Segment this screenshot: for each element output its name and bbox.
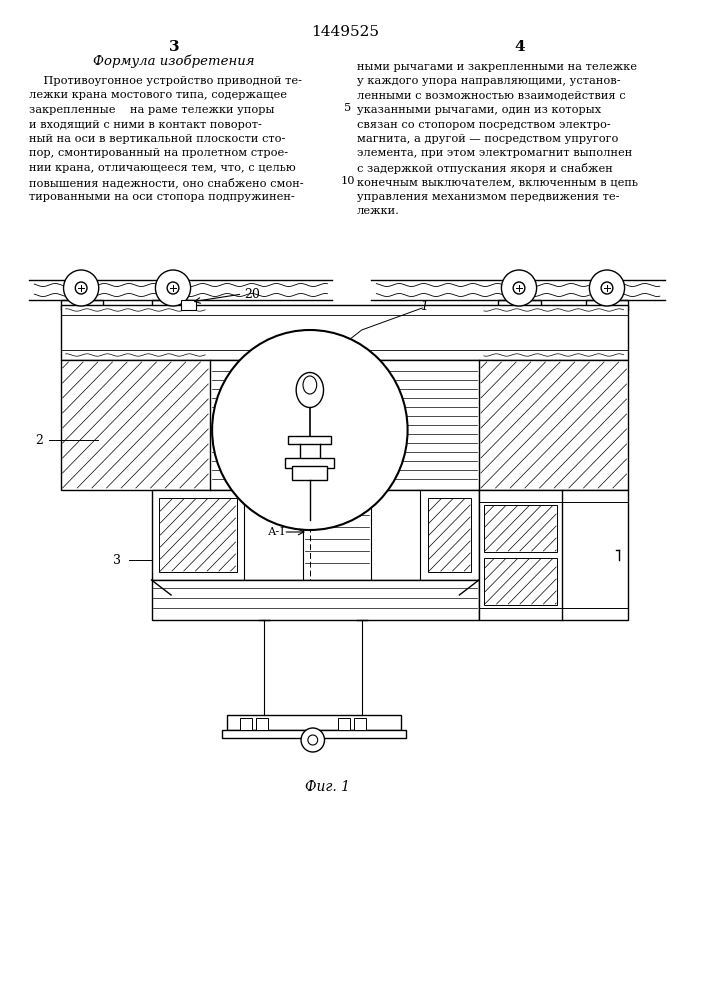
Text: 20: 20 (245, 288, 260, 300)
Circle shape (308, 735, 317, 745)
Bar (227, 715, 401, 730)
Text: 5: 5 (344, 103, 351, 113)
Text: с задержкой отпускания якоря и снабжен: с задержкой отпускания якоря и снабжен (357, 163, 612, 174)
Circle shape (501, 270, 537, 306)
Circle shape (513, 282, 525, 294)
Text: А-: А- (267, 527, 279, 537)
Text: связан со стопором посредством электро-: связан со стопором посредством электро- (357, 119, 611, 129)
Text: и входящий с ними в контакт поворот-: и входящий с ними в контакт поворот- (29, 119, 262, 129)
Text: I: I (279, 527, 284, 537)
Bar (484, 505, 557, 552)
Bar (428, 498, 471, 572)
Text: А: А (267, 375, 276, 388)
Text: 4: 4 (515, 40, 525, 54)
Text: конечным выключателем, включенным в цепь: конечным выключателем, включенным в цепь (357, 178, 638, 188)
Text: 10: 10 (341, 176, 355, 186)
Text: 1449525: 1449525 (311, 25, 379, 39)
Text: лежки.: лежки. (357, 207, 399, 217)
Bar (292, 466, 327, 480)
Bar (222, 730, 406, 738)
Text: ный на оси в вертикальной плоскости сто-: ный на оси в вертикальной плоскости сто- (29, 134, 286, 144)
Bar (240, 718, 252, 730)
Bar (61, 360, 629, 490)
Circle shape (64, 270, 99, 306)
Text: лежки крана мостового типа, содержащее: лежки крана мостового типа, содержащее (29, 91, 287, 101)
Text: ными рычагами и закрепленными на тележке: ными рычагами и закрепленными на тележке (357, 62, 637, 72)
Text: Противоугонное устройство приводной те-: Противоугонное устройство приводной те- (29, 76, 303, 86)
Text: управления механизмом передвижения те-: управления механизмом передвижения те- (357, 192, 619, 202)
Bar (354, 718, 366, 730)
Circle shape (156, 270, 191, 306)
Text: нии крана, отличающееся тем, что, с целью: нии крана, отличающееся тем, что, с цель… (29, 163, 296, 173)
Text: 3: 3 (169, 40, 180, 54)
Text: у каждого упора направляющими, установ-: у каждого упора направляющими, установ- (357, 76, 620, 86)
Text: повышения надежности, оно снабжено смон-: повышения надежности, оно снабжено смон- (29, 178, 304, 188)
Text: закрепленные    на раме тележки упоры: закрепленные на раме тележки упоры (29, 105, 275, 115)
Text: Б: Б (245, 463, 254, 476)
Text: ленными с возможностью взаимодействия с: ленными с возможностью взаимодействия с (357, 91, 626, 101)
Bar (498, 300, 541, 310)
Bar (479, 490, 629, 620)
Circle shape (590, 270, 624, 306)
Text: 3: 3 (113, 554, 122, 566)
Circle shape (301, 728, 325, 752)
Text: Формула изобретения: Формула изобретения (93, 55, 255, 68)
Ellipse shape (303, 376, 317, 394)
Bar (256, 718, 268, 730)
Text: 1: 1 (420, 300, 428, 312)
Bar (61, 305, 629, 360)
Text: Фиг. 1: Фиг. 1 (305, 780, 350, 794)
Bar (159, 498, 237, 572)
Circle shape (167, 282, 179, 294)
Circle shape (212, 330, 408, 530)
Text: 2: 2 (35, 434, 43, 446)
Bar (151, 300, 194, 310)
Bar (484, 558, 557, 605)
Bar (338, 718, 350, 730)
Text: указанными рычагами, один из которых: указанными рычагами, один из которых (357, 105, 601, 115)
Ellipse shape (296, 372, 324, 408)
Bar (151, 580, 479, 620)
Bar (181, 300, 197, 310)
Bar (286, 458, 334, 468)
Text: пор, смонтированный на пролетном строе-: пор, смонтированный на пролетном строе- (29, 148, 288, 158)
Bar (61, 300, 103, 310)
Text: элемента, при этом электромагнит выполнен: элемента, при этом электромагнит выполне… (357, 148, 632, 158)
Text: Б: Б (367, 463, 376, 476)
Circle shape (75, 282, 87, 294)
Text: тированными на оси стопора подпружинен-: тированными на оси стопора подпружинен- (29, 192, 295, 202)
Bar (151, 490, 479, 580)
Bar (288, 436, 332, 444)
Bar (587, 300, 629, 310)
Circle shape (601, 282, 613, 294)
Text: магнита, а другой — посредством упругого: магнита, а другой — посредством упругого (357, 134, 618, 144)
